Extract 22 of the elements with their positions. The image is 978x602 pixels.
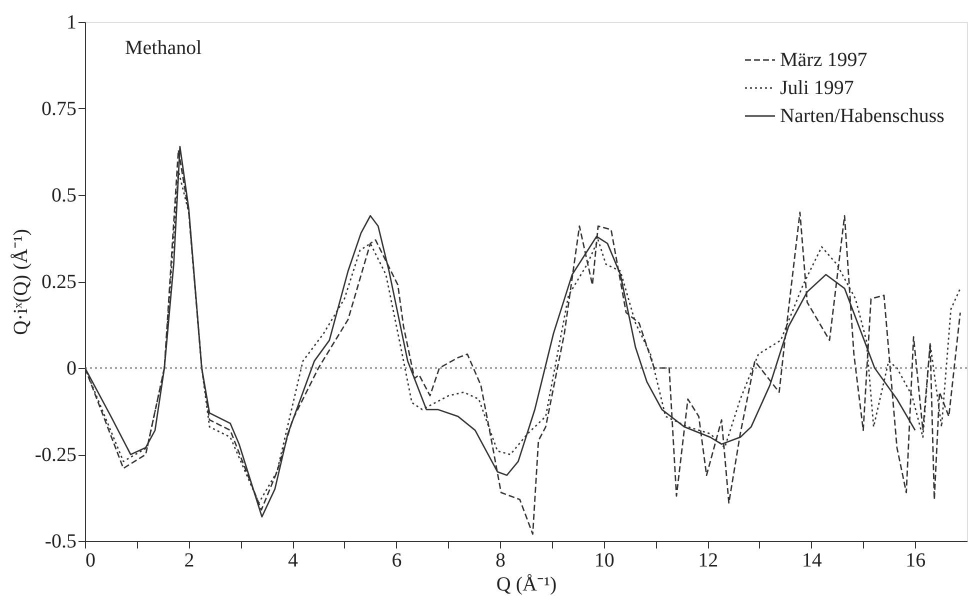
y-tick-label: 0.5	[52, 184, 76, 206]
x-tick-label: 6	[392, 550, 402, 572]
x-tick-label: 4	[288, 550, 298, 572]
y-tick-label: 0	[66, 358, 76, 380]
x-tick-label: 10	[594, 550, 614, 572]
y-tick-label: 1	[66, 12, 76, 34]
y-tick-label: -0.25	[34, 444, 76, 466]
annotation: Methanol	[125, 37, 202, 59]
x-tick-label: 8	[496, 550, 506, 572]
y-tick-label: 0.25	[42, 271, 76, 293]
x-tick-label: 0	[86, 550, 96, 572]
x-tick-label: 14	[802, 550, 822, 572]
x-tick-label: 2	[184, 550, 194, 572]
legend-label: Juli 1997	[780, 77, 854, 99]
legend-label: März 1997	[780, 49, 868, 71]
x-tick-label: 16	[906, 550, 926, 572]
x-axis-title: Q (Å⁻¹)	[496, 574, 557, 596]
y-tick-label: 0.75	[42, 98, 76, 120]
y-axis-title: Q·iˣ(Q) (Å⁻¹)	[10, 229, 32, 335]
x-tick-label: 12	[698, 550, 718, 572]
legend-label: Narten/Habenschuss	[780, 105, 945, 127]
y-tick-label: -0.5	[44, 530, 76, 552]
